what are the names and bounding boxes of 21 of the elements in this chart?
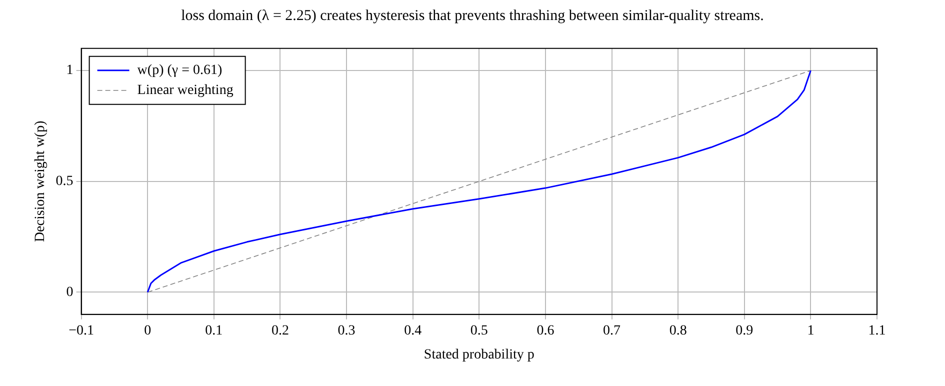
y-axis-title: Decision weight w(p)	[33, 120, 48, 242]
x-tick-label: 0.3	[338, 323, 356, 338]
legend-label: Linear weighting	[137, 83, 234, 98]
x-tick-label: 0.6	[536, 323, 554, 338]
x-axis-title: Stated probability p	[424, 347, 534, 362]
x-tick-label: 0.5	[470, 323, 488, 338]
y-tick-label: 0	[66, 284, 74, 300]
x-tick-label: 0.1	[205, 323, 223, 338]
y-tick-label: 0.5	[56, 174, 74, 190]
x-tick-label: 0.7	[603, 323, 621, 338]
x-tick-label: −0.1	[68, 323, 94, 338]
legend-label: w(p) (γ = 0.61)	[137, 63, 222, 78]
text: loss domain (λ = 2.25) creates hysteresis that prevents thrashing between similar-quality streams.	[180, 8, 765, 25]
x-tick-label: 1.1	[868, 323, 886, 338]
x-tick-label: 0.9	[736, 323, 754, 338]
x-tick-label: 0	[144, 323, 152, 338]
y-tick-label: 1	[66, 63, 74, 78]
x-tick-label: 0.2	[271, 323, 289, 338]
x-tick-label: 1	[807, 323, 814, 338]
x-tick-label: 0.4	[404, 323, 422, 338]
x-tick-label: 0.8	[669, 323, 687, 338]
